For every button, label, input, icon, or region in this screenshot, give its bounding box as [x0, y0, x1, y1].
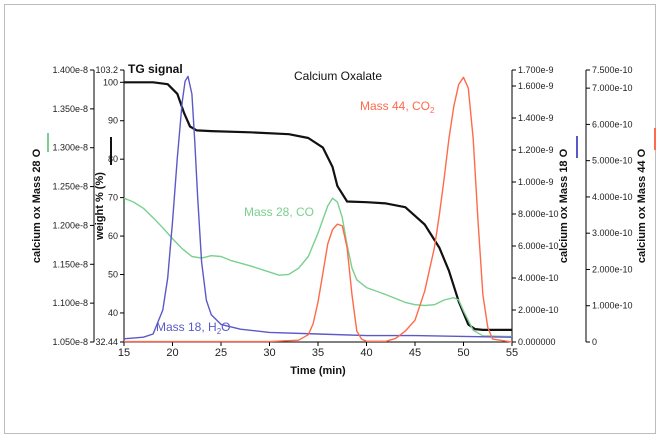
- m44-tick-label: 1.000e-10: [592, 301, 633, 311]
- m18-tick-label: 2.000e-10: [518, 305, 559, 315]
- m44-tick-label: 4.000e-10: [592, 192, 633, 202]
- weight-tick-label: 103.2: [95, 65, 118, 75]
- m18-tick-label: 1.200e-9: [518, 145, 554, 155]
- weight-tick-label: 60: [108, 231, 118, 241]
- m44-tick-label: 0: [592, 337, 597, 347]
- m28-tick-label: 1.350e-8: [52, 104, 88, 114]
- m28-tick-label: 1.250e-8: [52, 182, 88, 192]
- m18-tick-label: 4.000e-10: [518, 273, 559, 283]
- annotation-m44: Mass 44, CO2: [360, 99, 435, 115]
- x-tick-label: 15: [118, 347, 130, 359]
- m18-tick-label: 6.000e-10: [518, 241, 559, 251]
- figure-frame: [4, 4, 656, 434]
- m44-axis-title: calcium ox Mass 44 O: [636, 148, 648, 263]
- m28-axis-title: calcium ox Mass 28 O: [31, 148, 43, 263]
- m18-tick-label: 0.000000: [518, 337, 556, 347]
- weight-tick-label: 80: [108, 154, 118, 164]
- x-axis-label: Time (min): [290, 365, 346, 377]
- weight-tick-label: 32.44: [95, 337, 118, 347]
- x-tick-label: 55: [506, 347, 518, 359]
- m28-tick-label: 1.100e-8: [52, 298, 88, 308]
- series-line-m18: [123, 75, 513, 340]
- m44-tick-label: 6.000e-10: [592, 119, 633, 129]
- annotation-m28: Mass 28, CO: [244, 205, 314, 219]
- m18-tick-label: 1.600e-9: [518, 81, 554, 91]
- x-tick-label: 30: [263, 347, 275, 359]
- m44-tick-label: 7.000e-10: [592, 83, 633, 93]
- x-tick-label: 40: [360, 347, 372, 359]
- x-tick-label: 45: [409, 347, 421, 359]
- m28-tick-label: 1.300e-8: [52, 143, 88, 153]
- m44-tick-label: 5.000e-10: [592, 156, 633, 166]
- weight-tick-label: 100: [103, 77, 118, 87]
- m18-tick-label: 8.000e-10: [518, 209, 559, 219]
- series-line-tg: [124, 81, 512, 331]
- m44-tick-label: 3.000e-10: [592, 228, 633, 238]
- weight-axis-title: weight % (%): [94, 172, 106, 241]
- weight-tick-label: 90: [108, 116, 118, 126]
- m18-tick-label: 1.700e-9: [518, 65, 554, 75]
- m18-tick-label: 1.400e-9: [518, 113, 554, 123]
- m44-tick-label: 2.000e-10: [592, 264, 633, 274]
- m18-axis-title: calcium ox Mass 18 O: [558, 148, 570, 263]
- series-line-m28: [123, 197, 513, 338]
- m28-tick-label: 1.400e-8: [52, 65, 88, 75]
- weight-tick-label: 40: [108, 308, 118, 318]
- series-line-m44: [124, 76, 513, 343]
- x-tick-label: 20: [166, 347, 178, 359]
- annotation-m18: Mass 18, H2O: [156, 320, 230, 336]
- m28-tick-label: 1.200e-8: [52, 220, 88, 230]
- weight-tick-label: 70: [108, 193, 118, 203]
- x-tick-label: 25: [215, 347, 227, 359]
- x-tick-label: 50: [457, 347, 469, 359]
- m28-tick-label: 1.150e-8: [52, 259, 88, 269]
- m44-tick-label: 7.500e-10: [592, 65, 633, 75]
- chart-title: Calcium Oxalate: [294, 69, 382, 83]
- m18-tick-label: 1.000e-9: [518, 177, 554, 187]
- weight-tick-label: 50: [108, 269, 118, 279]
- x-tick-label: 35: [312, 347, 324, 359]
- m28-tick-label: 1.050e-8: [52, 337, 88, 347]
- tg-signal-label: TG signal: [128, 62, 183, 76]
